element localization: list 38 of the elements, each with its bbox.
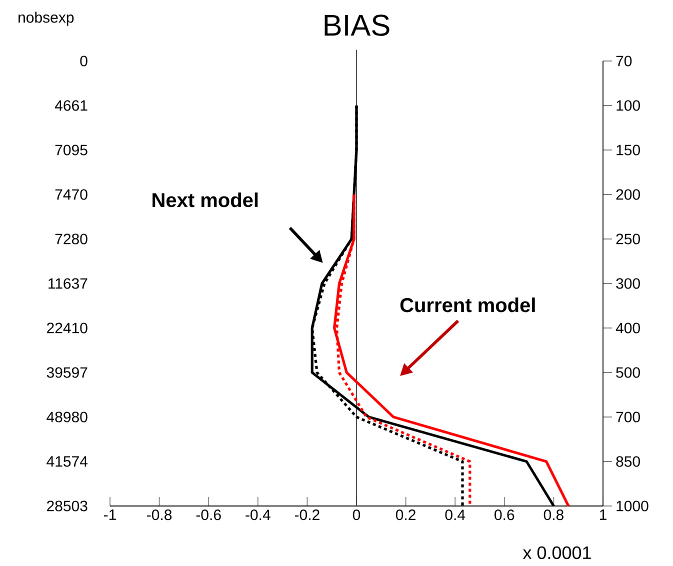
- y-tick-label: 70: [616, 56, 632, 66]
- y-axis-title: nobsexp: [18, 12, 74, 26]
- chart-title: BIAS: [324, 14, 390, 36]
- y2-tick-label: 39597: [46, 367, 88, 378]
- y2-tick-label: 0: [80, 56, 88, 66]
- y-tick-label: 850: [616, 456, 640, 467]
- y-tick-label: 400: [616, 322, 640, 334]
- annotation: Next model: [152, 192, 258, 208]
- x-tick-label: 1: [600, 510, 606, 520]
- x-tick-label: -1: [104, 510, 116, 520]
- y-tick-label: 300: [616, 278, 640, 289]
- x-tick-label: 0.8: [544, 510, 564, 520]
- y-tick-label: 250: [616, 234, 640, 244]
- y-tick-label: 1000: [616, 500, 648, 512]
- y2-tick-label: 7280: [55, 234, 88, 244]
- y2-tick-label: 4661: [54, 100, 88, 111]
- y2-tick-label: 28503: [47, 500, 88, 512]
- x-tick-label: 0.4: [445, 510, 466, 520]
- y-tick-label: 150: [616, 144, 640, 156]
- x-tick-label: -0.8: [147, 510, 172, 520]
- x-tick-label: -0.4: [246, 510, 270, 520]
- y2-tick-label: 7470: [55, 189, 88, 200]
- y-tick-label: 700: [616, 412, 640, 422]
- y2-tick-label: 41574: [46, 456, 88, 467]
- x-tick-label: 0.6: [494, 510, 514, 520]
- y-tick-label: 500: [616, 367, 640, 378]
- x-tick-label: -0.2: [294, 510, 320, 520]
- y2-tick-label: 48980: [46, 412, 88, 422]
- y2-tick-label: 11637: [48, 278, 88, 289]
- y2-tick-label: 22410: [47, 322, 88, 334]
- text: x 0.0001: [522, 546, 591, 560]
- annotation: Current model: [400, 298, 535, 312]
- x-tick-label: 0.2: [396, 510, 416, 520]
- y2-tick-label: 7095: [55, 144, 88, 156]
- y-tick-label: 100: [616, 100, 640, 111]
- x-tick-label: -0.6: [196, 510, 221, 520]
- y-tick-label: 200: [616, 189, 640, 200]
- x-tick-label: 0: [352, 510, 360, 520]
